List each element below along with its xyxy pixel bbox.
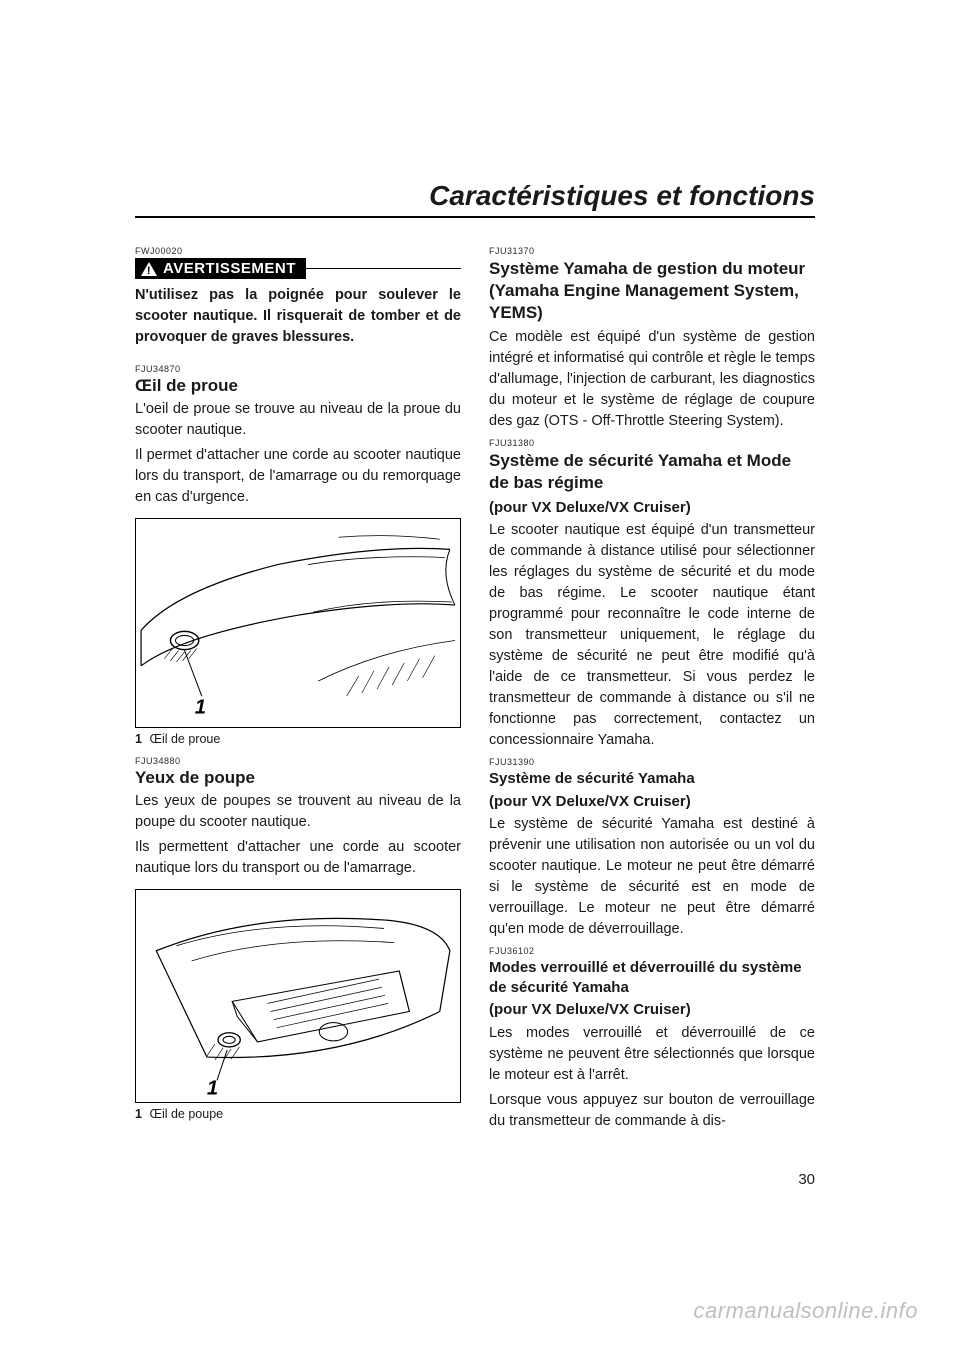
body-text: Les modes verrouillé et déverrouillé de …: [489, 1023, 815, 1086]
caption-number: 1: [135, 732, 142, 746]
body-text: Il permet d'attacher une corde au scoote…: [135, 445, 461, 508]
ref-code: FJU31370: [489, 246, 815, 256]
warning-label: ! AVERTISSEMENT: [135, 258, 306, 279]
body-text: Le scooter nautique est équipé d'un tran…: [489, 520, 815, 751]
section-title-lock-modes: Modes verrouillé et déverrouillé du syst…: [489, 958, 815, 997]
body-text: L'oeil de proue se trouve au niveau de l…: [135, 399, 461, 441]
section-title-stern-eyes: Yeux de poupe: [135, 768, 461, 788]
page-container: Caractéristiques et fonctions FWJ00020 !…: [0, 0, 960, 1358]
warning-bar: ! AVERTISSEMENT: [135, 258, 461, 279]
section-title-security-lowrpm: Système de sécurité Yamaha et Mode de ba…: [489, 450, 815, 494]
warning-text: N'utilisez pas la poignée pour soulever …: [135, 285, 461, 348]
svg-text:!: !: [147, 265, 151, 276]
caption-number: 1: [135, 1107, 142, 1121]
section-subtitle: (pour VX Deluxe/VX Cruiser): [489, 1000, 815, 1020]
ref-code: FJU31390: [489, 757, 815, 767]
chapter-title: Caractéristiques et fonctions: [135, 180, 815, 218]
figure-callout-1: 1: [195, 697, 206, 719]
watermark: carmanualsonline.info: [693, 1298, 918, 1324]
left-column: FWJ00020 ! AVERTISSEMENT N'utilisez pas …: [135, 246, 461, 1136]
page-number: 30: [798, 1171, 815, 1188]
right-column: FJU31370 Système Yamaha de gestion du mo…: [489, 246, 815, 1136]
body-text: Ils permettent d'attacher une corde au s…: [135, 837, 461, 879]
body-text: Le système de sécurité Yamaha est destin…: [489, 814, 815, 940]
section-subtitle: (pour VX Deluxe/VX Cruiser): [489, 792, 815, 812]
figure-caption: 1 Œil de proue: [135, 732, 461, 746]
figure-callout-1: 1: [207, 1077, 218, 1099]
columns: FWJ00020 ! AVERTISSEMENT N'utilisez pas …: [135, 246, 815, 1136]
body-text: Les yeux de poupes se trouvent au niveau…: [135, 791, 461, 833]
ref-code: FJU36102: [489, 946, 815, 956]
body-text: Lorsque vous appuyez sur bouton de verro…: [489, 1090, 815, 1132]
section-subtitle: (pour VX Deluxe/VX Cruiser): [489, 498, 815, 518]
section-title-security: Système de sécurité Yamaha: [489, 769, 815, 789]
ref-code: FJU34870: [135, 364, 461, 374]
warning-label-text: AVERTISSEMENT: [163, 260, 296, 277]
ref-code: FJU31380: [489, 438, 815, 448]
section-title-bow-eye: Œil de proue: [135, 376, 461, 396]
ref-code: FJU34880: [135, 756, 461, 766]
ref-code: FWJ00020: [135, 246, 461, 256]
figure-bow-eye: 1: [135, 518, 461, 728]
body-text: Ce modèle est équipé d'un système de ges…: [489, 327, 815, 432]
figure-stern-eye: 1: [135, 889, 461, 1104]
warning-triangle-icon: !: [141, 262, 157, 276]
caption-text: Œil de proue: [149, 732, 220, 746]
caption-text: Œil de poupe: [149, 1107, 223, 1121]
figure-caption: 1 Œil de poupe: [135, 1107, 461, 1121]
section-title-yems: Système Yamaha de gestion du moteur (Yam…: [489, 258, 815, 324]
warning-rule: [306, 268, 461, 269]
